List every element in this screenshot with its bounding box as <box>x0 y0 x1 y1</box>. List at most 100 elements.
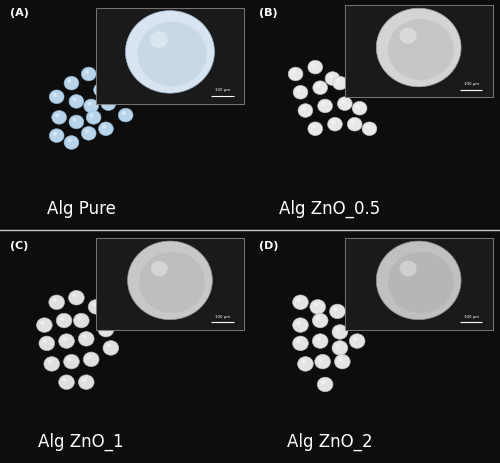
Ellipse shape <box>47 369 56 371</box>
Circle shape <box>301 360 306 364</box>
Circle shape <box>69 115 84 129</box>
Circle shape <box>40 321 44 325</box>
Circle shape <box>316 337 320 341</box>
Circle shape <box>318 357 323 362</box>
Circle shape <box>292 336 308 350</box>
Circle shape <box>90 113 94 117</box>
Text: 100 µm: 100 µm <box>464 315 478 319</box>
Circle shape <box>338 97 352 111</box>
Circle shape <box>312 63 316 67</box>
Circle shape <box>78 375 94 389</box>
Circle shape <box>44 357 60 371</box>
Circle shape <box>58 375 74 389</box>
Ellipse shape <box>332 316 342 318</box>
Circle shape <box>122 111 126 115</box>
Ellipse shape <box>84 138 93 140</box>
Circle shape <box>88 300 104 314</box>
Circle shape <box>72 294 76 298</box>
Text: (D): (D) <box>258 241 278 250</box>
Circle shape <box>312 334 328 348</box>
Circle shape <box>87 355 92 359</box>
Circle shape <box>356 104 360 108</box>
Circle shape <box>318 99 332 113</box>
Bar <box>345 6 492 97</box>
Circle shape <box>126 11 214 93</box>
Circle shape <box>72 97 76 101</box>
Circle shape <box>362 122 377 136</box>
Circle shape <box>55 113 60 117</box>
Ellipse shape <box>320 111 330 112</box>
Circle shape <box>48 360 52 364</box>
Ellipse shape <box>60 325 69 327</box>
Ellipse shape <box>352 325 362 327</box>
Ellipse shape <box>338 367 347 369</box>
Circle shape <box>50 90 64 104</box>
Circle shape <box>68 79 71 83</box>
Ellipse shape <box>300 369 310 371</box>
Text: Alg ZnO_2: Alg ZnO_2 <box>287 432 373 450</box>
Circle shape <box>310 300 326 314</box>
Circle shape <box>352 101 367 115</box>
Circle shape <box>332 341 348 355</box>
Circle shape <box>98 122 114 136</box>
Circle shape <box>62 378 67 382</box>
Circle shape <box>298 357 314 371</box>
Circle shape <box>64 354 80 369</box>
Ellipse shape <box>82 387 91 389</box>
Circle shape <box>92 303 96 307</box>
Ellipse shape <box>106 353 116 355</box>
Circle shape <box>316 84 320 88</box>
Circle shape <box>118 108 133 122</box>
Circle shape <box>349 334 365 348</box>
Circle shape <box>53 131 57 136</box>
Circle shape <box>336 79 340 83</box>
Circle shape <box>97 86 101 90</box>
Ellipse shape <box>296 330 305 332</box>
Circle shape <box>336 328 340 332</box>
Circle shape <box>315 354 330 369</box>
Circle shape <box>150 31 168 48</box>
Text: 100 µm: 100 µm <box>215 315 230 319</box>
Circle shape <box>85 129 89 133</box>
Circle shape <box>316 316 320 320</box>
Circle shape <box>353 337 358 341</box>
Bar <box>345 238 492 330</box>
Circle shape <box>302 106 306 110</box>
Circle shape <box>328 117 342 131</box>
Circle shape <box>56 313 72 328</box>
Ellipse shape <box>336 88 344 89</box>
Ellipse shape <box>296 307 305 309</box>
Circle shape <box>331 120 335 124</box>
Circle shape <box>104 100 108 104</box>
Ellipse shape <box>296 348 305 350</box>
Circle shape <box>85 70 89 74</box>
Circle shape <box>288 67 303 81</box>
Ellipse shape <box>82 344 91 345</box>
Circle shape <box>332 76 347 90</box>
Ellipse shape <box>328 83 337 85</box>
Circle shape <box>74 313 89 328</box>
Circle shape <box>349 313 365 328</box>
Ellipse shape <box>311 133 320 135</box>
Ellipse shape <box>84 79 93 80</box>
Circle shape <box>296 321 300 325</box>
Circle shape <box>151 261 168 276</box>
Ellipse shape <box>72 126 81 128</box>
Ellipse shape <box>86 111 96 112</box>
Circle shape <box>388 252 454 313</box>
Ellipse shape <box>316 325 325 327</box>
Circle shape <box>400 28 416 44</box>
Circle shape <box>313 81 328 94</box>
Circle shape <box>314 303 318 307</box>
Ellipse shape <box>335 337 344 339</box>
Ellipse shape <box>318 367 328 369</box>
Circle shape <box>292 70 296 74</box>
Ellipse shape <box>316 92 324 94</box>
Circle shape <box>87 102 92 106</box>
Circle shape <box>353 316 358 320</box>
Ellipse shape <box>89 122 98 124</box>
Ellipse shape <box>54 122 64 124</box>
Ellipse shape <box>40 330 49 332</box>
Circle shape <box>312 125 316 129</box>
Circle shape <box>296 298 300 302</box>
